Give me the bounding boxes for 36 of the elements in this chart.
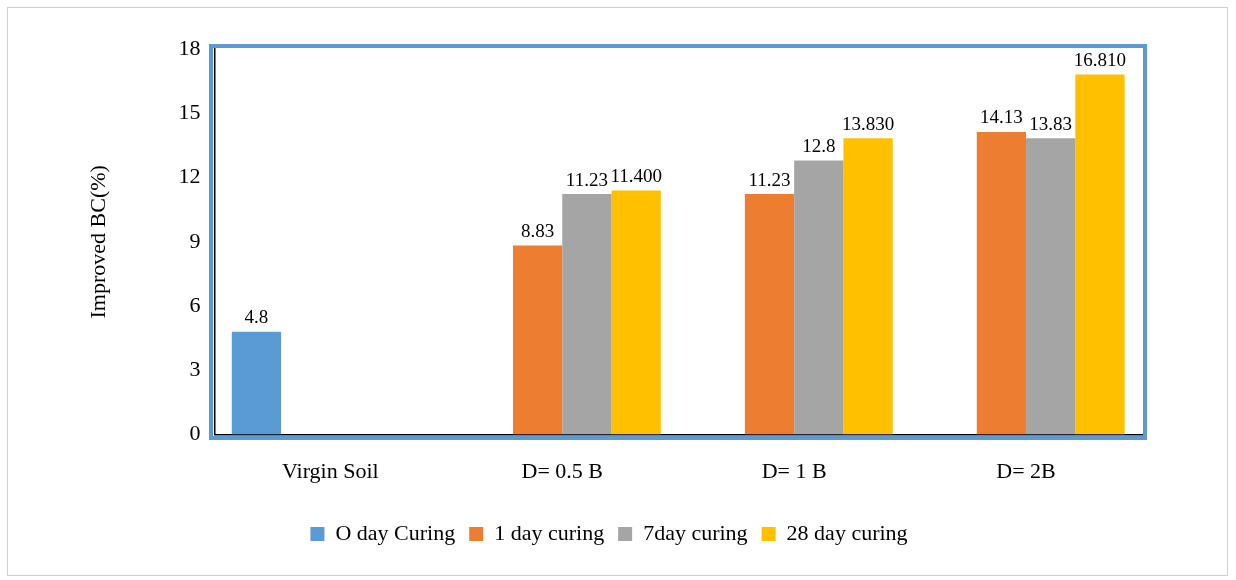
y-tick-label: 9 bbox=[189, 227, 201, 253]
y-tick-label: 12 bbox=[178, 163, 201, 189]
bar bbox=[843, 138, 893, 435]
data-label: 12.8 bbox=[802, 134, 836, 156]
y-tick-label: 6 bbox=[189, 291, 201, 317]
bar bbox=[611, 190, 661, 435]
data-label: 8.83 bbox=[520, 219, 555, 241]
data-label: 13.83 bbox=[1029, 112, 1073, 134]
bar bbox=[976, 131, 1027, 435]
bar bbox=[1075, 74, 1125, 435]
bar bbox=[794, 160, 844, 435]
x-tick-label: Virgin Soil bbox=[282, 457, 379, 483]
data-label: 14.13 bbox=[980, 106, 1023, 128]
bar bbox=[744, 194, 795, 435]
data-label: 13.830 bbox=[841, 112, 895, 134]
data-label: 11.23 bbox=[748, 168, 791, 190]
data-label: 16.810 bbox=[1073, 48, 1127, 70]
y-tick-label: 15 bbox=[178, 99, 201, 125]
bar bbox=[231, 331, 282, 435]
y-tick-label: 0 bbox=[189, 420, 201, 446]
y-axis-title: Improved BC(%) bbox=[84, 165, 110, 319]
y-tick-label: 18 bbox=[178, 34, 201, 60]
bar bbox=[512, 245, 563, 435]
legend-label: 1 day curing bbox=[494, 519, 605, 545]
x-tick-label: D= 2B bbox=[996, 457, 1056, 483]
bar bbox=[1026, 138, 1076, 435]
bar bbox=[562, 194, 612, 435]
data-label: 11.23 bbox=[565, 168, 608, 190]
x-tick-label: D= 1 B bbox=[761, 457, 827, 483]
data-label: 11.400 bbox=[610, 164, 662, 186]
legend-label: 28 day curing bbox=[786, 519, 908, 545]
x-tick-label: D= 0.5 B bbox=[521, 457, 603, 483]
legend-label: 7day curing bbox=[643, 519, 748, 545]
y-tick-label: 3 bbox=[189, 356, 201, 382]
data-label: 4.8 bbox=[244, 306, 269, 328]
legend-label: O day Curing bbox=[335, 519, 456, 545]
